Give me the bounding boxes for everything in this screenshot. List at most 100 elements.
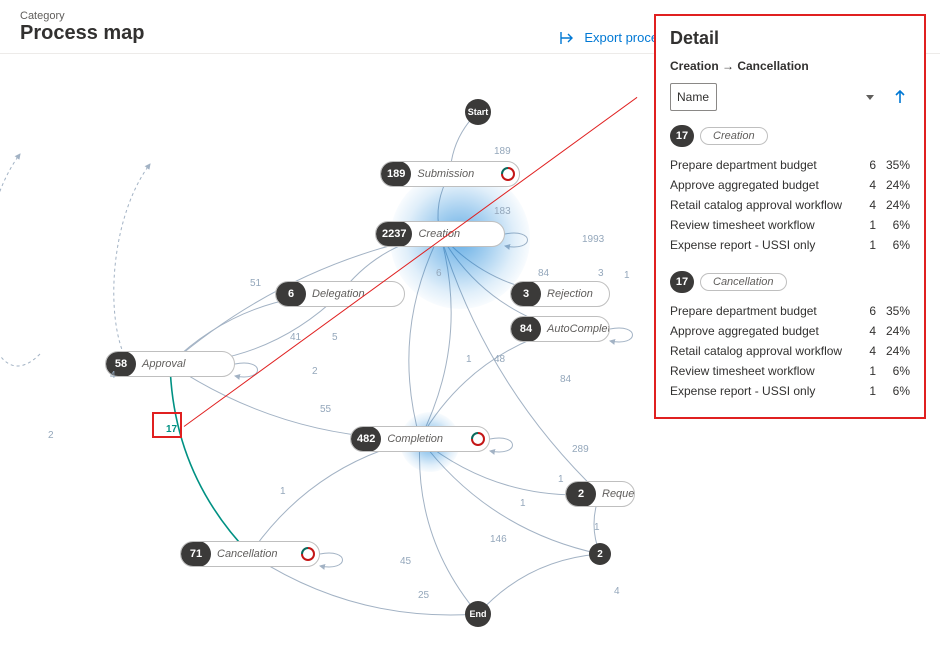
node-creation[interactable]: 2237Creation	[375, 221, 505, 247]
node-count: 6	[276, 281, 306, 307]
row-count: 6	[860, 304, 876, 318]
edge-label: 1	[466, 354, 472, 365]
edge-label: 4	[110, 370, 116, 381]
node-requestcancel[interactable]: 2RequestC	[565, 481, 635, 507]
row-pct: 24%	[876, 178, 910, 192]
group-name: Cancellation	[700, 273, 787, 291]
row-pct: 6%	[876, 384, 910, 398]
detail-row[interactable]: Review timesheet workflow16%	[670, 361, 910, 381]
detail-row[interactable]: Expense report - USSI only16%	[670, 381, 910, 401]
edge-label: 1	[520, 498, 526, 509]
row-pct: 35%	[876, 304, 910, 318]
sort-direction-button[interactable]	[890, 87, 910, 107]
row-label: Retail catalog approval workflow	[670, 198, 860, 212]
edge-label: 4	[614, 586, 620, 597]
node-label: Rejection	[541, 288, 603, 300]
row-pct: 6%	[876, 364, 910, 378]
row-count: 1	[860, 364, 876, 378]
edge-label: 183	[494, 206, 511, 217]
edge-layer	[0, 54, 660, 658]
node-count: 71	[181, 541, 211, 567]
edge-label: 289	[572, 444, 589, 455]
edge-label: 51	[250, 278, 261, 289]
edge-label: 45	[400, 556, 411, 567]
node-submission[interactable]: 189Submission	[380, 161, 520, 187]
detail-row[interactable]: Expense report - USSI only16%	[670, 235, 910, 255]
row-label: Review timesheet workflow	[670, 364, 860, 378]
node-count: 84	[511, 316, 541, 342]
node-cancellation[interactable]: 71Cancellation	[180, 541, 320, 567]
edge-label: 1	[280, 486, 286, 497]
row-count: 4	[860, 324, 876, 338]
row-count: 1	[860, 384, 876, 398]
row-pct: 6%	[876, 238, 910, 252]
detail-sort-select[interactable]: Name	[670, 83, 717, 111]
edge-label: 1	[558, 474, 564, 485]
group-badge: 17	[670, 125, 694, 147]
page-title: Process map	[20, 22, 145, 45]
edge-label: 25	[418, 590, 429, 601]
row-pct: 24%	[876, 198, 910, 212]
detail-row[interactable]: Approve aggregated budget424%	[670, 321, 910, 341]
progress-arc-icon	[471, 432, 485, 446]
row-count: 4	[860, 344, 876, 358]
detail-subtitle: Creation → Cancellation	[670, 59, 910, 73]
row-pct: 6%	[876, 218, 910, 232]
node-label: AutoCompletionConditionEvaluat	[541, 323, 610, 335]
node-dot2[interactable]: 2	[589, 543, 611, 565]
row-pct: 35%	[876, 158, 910, 172]
row-label: Prepare department budget	[670, 158, 860, 172]
node-label: RequestC	[596, 488, 635, 500]
row-label: Approve aggregated budget	[670, 178, 860, 192]
edge-label: 189	[494, 146, 511, 157]
group-header: 17 Cancellation	[670, 271, 910, 293]
export-icon	[560, 31, 576, 45]
node-label: Cancellation	[211, 548, 288, 560]
node-label: Completion	[381, 433, 453, 445]
node-delegation[interactable]: 6Delegation	[275, 281, 405, 307]
detail-row[interactable]: Prepare department budget635%	[670, 155, 910, 175]
edge-label: 84	[538, 268, 549, 279]
row-label: Expense report - USSI only	[670, 238, 860, 252]
detail-group: 17 Cancellation Prepare department budget6…	[670, 271, 910, 401]
group-badge: 17	[670, 271, 694, 293]
progress-arc-icon	[301, 547, 315, 561]
process-map-canvas[interactable]: Start189Submission2237Creation6Delegatio…	[0, 54, 660, 658]
row-label: Review timesheet workflow	[670, 218, 860, 232]
node-count: 2	[566, 481, 596, 507]
node-count: 2237	[376, 221, 412, 247]
detail-row[interactable]: Retail catalog approval workflow424%	[670, 341, 910, 361]
node-end[interactable]: End	[465, 601, 491, 627]
row-pct: 24%	[876, 344, 910, 358]
detail-row[interactable]: Prepare department budget635%	[670, 301, 910, 321]
node-label: Submission	[411, 168, 484, 180]
node-start[interactable]: Start	[465, 99, 491, 125]
progress-arc-icon	[501, 167, 515, 181]
node-rejection[interactable]: 3Rejection	[510, 281, 610, 307]
node-completion[interactable]: 482Completion	[350, 426, 490, 452]
node-count: 482	[351, 426, 381, 452]
detail-row[interactable]: Approve aggregated budget424%	[670, 175, 910, 195]
edge-label: 146	[490, 534, 507, 545]
row-count: 4	[860, 198, 876, 212]
edge-label: 55	[320, 404, 331, 415]
arrow-up-icon	[894, 90, 906, 104]
node-approval[interactable]: 58Approval	[105, 351, 235, 377]
node-autocomp[interactable]: 84AutoCompletionConditionEvaluat	[510, 316, 610, 342]
detail-row[interactable]: Retail catalog approval workflow424%	[670, 195, 910, 215]
row-count: 1	[860, 218, 876, 232]
edge-label: 48	[494, 354, 505, 365]
edge-label: 1993	[582, 234, 604, 245]
node-count: 3	[511, 281, 541, 307]
row-count: 4	[860, 178, 876, 192]
row-label: Approve aggregated budget	[670, 324, 860, 338]
edge-label: 3	[598, 268, 604, 279]
row-label: Retail catalog approval workflow	[670, 344, 860, 358]
row-count: 6	[860, 158, 876, 172]
title-block: Category Process map	[20, 10, 145, 45]
category-label: Category	[20, 10, 145, 22]
node-count: 189	[381, 161, 411, 187]
detail-row[interactable]: Review timesheet workflow16%	[670, 215, 910, 235]
detail-group: 17CreationPrepare department budget635%A…	[670, 125, 910, 255]
node-label: Approval	[136, 358, 195, 370]
